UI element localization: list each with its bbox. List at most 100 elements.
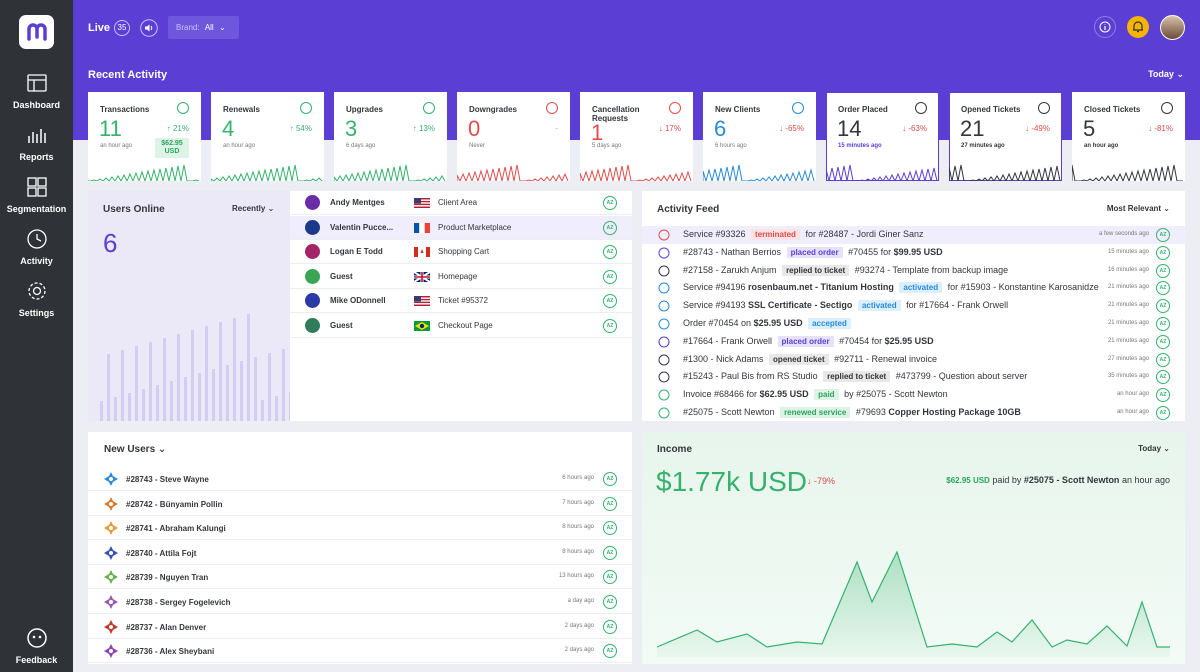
stat-card-cancellation-requests[interactable]: Cancellation Requests 1 ↓ 17% 5 days ago [580,92,693,181]
activity-bar [289,392,290,421]
activity-feed-row[interactable]: #28743 - Nathan Berrios placed order #70… [642,244,1185,262]
sidebar-item-reports[interactable]: Reports [0,124,73,163]
income-range-dropdown[interactable]: Today ⌄ [1138,444,1170,453]
new-user-name[interactable]: #28742 - Bünyamin Pollin [126,499,223,509]
assign-icon[interactable]: AZ [603,521,617,536]
sound-icon[interactable] [140,19,158,37]
online-user-row[interactable]: Guest Checkout Page AZ [290,314,632,338]
activity-feed-row[interactable]: #1300 - Nick Adams opened ticket #92711 … [642,351,1185,369]
online-user-row[interactable]: Andy Mentges Client Area AZ [290,191,632,215]
sidebar-item-activity[interactable]: Activity [0,228,73,267]
activity-feed-row[interactable]: Service #93326 terminated for #28487 - J… [642,226,1185,244]
new-user-row[interactable]: #28737 - Alan Denver 2 days ago AZ [88,615,632,639]
assign-icon[interactable]: AZ [603,496,617,511]
assign-icon[interactable]: AZ [603,294,617,309]
online-user-row[interactable]: Mike ODonnell Ticket #95372 AZ [290,289,632,314]
assign-icon[interactable]: AZ [1156,388,1170,403]
stat-card-transactions[interactable]: Transactions 11 ↑ 21% an hour ago $62.95 USD [88,92,201,181]
new-user-name[interactable]: #28739 - Nguyen Tran [126,573,209,583]
stat-card-renewals[interactable]: Renewals 4 ↑ 54% an hour ago [211,92,324,181]
avatar[interactable] [1160,15,1185,40]
online-user-name[interactable]: Andy Mentges [330,198,385,207]
assign-icon[interactable]: AZ [603,220,617,235]
recent-activity-range-dropdown[interactable]: Today ⌄ [1148,69,1184,80]
stat-card-closed-tickets[interactable]: Closed Tickets 5 ↓ -81% an hour ago [1072,92,1185,181]
stat-card-upgrades[interactable]: Upgrades 3 ↑ 13% 6 days ago [334,92,447,181]
sidebar-item-settings[interactable]: Settings [0,280,73,319]
feedback-button[interactable]: Feedback [0,627,73,666]
activity-feed-row[interactable]: #17664 - Frank Orwell placed order #7045… [642,333,1185,351]
assign-icon[interactable]: AZ [1156,370,1170,385]
assign-icon[interactable]: AZ [603,319,617,333]
activity-feed-row[interactable]: #25075 - Scott Newton renewed service #7… [642,404,1185,421]
new-user-name[interactable]: #28740 - Attila Fojt [126,548,197,558]
new-user-row[interactable]: #28738 - Sergey Fogelevich a day ago AZ [88,590,632,614]
assign-icon[interactable]: AZ [603,644,617,659]
activity-feed-row[interactable]: Service #94196 rosenbaum.net - Titanium … [642,279,1185,297]
stat-time: an hour ago [1084,143,1119,149]
assign-icon[interactable]: AZ [1156,263,1170,278]
activity-feed-row[interactable]: Order #70454 on $25.95 USD accepted 21 mi… [642,315,1185,333]
new-user-row[interactable]: #28736 - Alex Sheybani 2 days ago AZ [88,639,632,664]
sidebar-item-segmentation[interactable]: Segmentation [0,176,73,215]
assign-icon[interactable]: AZ [1156,334,1170,349]
online-user-name[interactable]: Guest [330,321,353,330]
new-user-row[interactable]: #28743 - Steve Wayne 6 hours ago AZ [88,467,632,491]
assign-icon[interactable]: AZ [1156,317,1170,331]
stat-change-value: - [555,124,558,133]
new-user-name[interactable]: #28743 - Steve Wayne [126,475,209,484]
new-user-row[interactable]: #28740 - Attila Fojt 8 hours ago AZ [88,541,632,565]
notification-bell-icon[interactable] [1127,16,1149,38]
stat-card-new-clients[interactable]: New Clients 6 ↓ -65% 6 hours ago [703,92,816,181]
new-users-dropdown[interactable]: New Users ⌄ [104,444,166,455]
assign-icon[interactable]: AZ [603,245,617,260]
activity-feed-row[interactable]: #15243 - Paul Bis from RS Studio replied… [642,368,1185,386]
activity-text-part: #1300 - Nick Adams [683,353,767,364]
online-user-name[interactable]: Mike ODonnell [330,296,386,306]
online-user-name[interactable]: Valentin Pucce... [330,222,394,232]
assign-icon[interactable]: AZ [603,570,617,585]
online-user-name[interactable]: Guest [330,271,353,281]
activity-bar [240,361,243,421]
assign-icon[interactable]: AZ [1156,299,1170,314]
app-logo[interactable] [19,15,54,49]
new-user-row[interactable]: #28742 - Bünyamin Pollin 7 hours ago AZ [88,492,632,516]
assign-icon[interactable]: AZ [1156,245,1170,260]
new-user-name[interactable]: #28741 - Abraham Kalungi [126,524,226,534]
assign-icon[interactable]: AZ [1156,281,1170,296]
assign-badge: AZ [1156,352,1170,367]
live-count-badge[interactable]: 35 [114,20,130,36]
stat-card-downgrades[interactable]: Downgrades 0 - Never [457,92,570,181]
online-user-row[interactable]: Logan E Todd Shopping Cart AZ [290,240,632,265]
activity-feed-filter-dropdown[interactable]: Most Relevant ⌄ [1107,204,1170,213]
assign-icon[interactable]: AZ [1156,406,1170,420]
online-user-row[interactable]: Guest Homepage AZ [290,265,632,289]
stat-card-opened-tickets[interactable]: Opened Tickets 21 ↓ -49% 27 minutes ago [949,92,1062,181]
sidebar-item-label: Dashboard [12,100,60,110]
assign-icon[interactable]: AZ [603,472,617,486]
assign-icon[interactable]: AZ [603,545,617,560]
online-user-name[interactable]: Logan E Todd [330,247,383,257]
brand-filter-dropdown[interactable]: Brand: All ⌄ [168,16,239,39]
assign-icon[interactable]: AZ [603,619,617,634]
assign-icon[interactable]: AZ [603,595,617,609]
online-user-row[interactable]: Valentin Pucce... Product Marketplace AZ [290,215,632,240]
sidebar-item-dashboard[interactable]: Dashboard [0,72,73,111]
new-user-row[interactable]: #28741 - Abraham Kalungi 8 hours ago AZ [88,516,632,541]
users-online-filter-dropdown[interactable]: Recently ⌄ [232,204,274,213]
activity-feed-row[interactable]: Invoice #68466 for $62.95 USD paid by #2… [642,386,1185,404]
activity-feed-row[interactable]: #27158 - Zarukh Anjum replied to ticket … [642,262,1185,280]
assign-icon[interactable]: AZ [1156,228,1170,242]
assign-icon[interactable]: AZ [603,196,617,210]
new-user-row[interactable]: #28739 - Nguyen Tran 13 hours ago AZ [88,565,632,590]
activity-feed-row[interactable]: Service #94193 SSL Certificate - Sectigo… [642,297,1185,315]
new-user-name[interactable]: #28737 - Alan Denver [126,622,207,632]
stat-card-order-placed[interactable]: Order Placed 14 ↓ -63% 15 minutes ago [826,92,939,181]
assign-icon[interactable]: AZ [603,269,617,284]
new-user-name[interactable]: #28738 - Sergey Fogelevich [126,598,231,607]
info-icon[interactable] [1094,16,1116,38]
stat-icon [422,101,436,115]
assign-icon[interactable]: AZ [1156,352,1170,367]
last-payment-client[interactable]: #25075 - Scott Newton [1023,475,1120,485]
new-user-name[interactable]: #28736 - Alex Sheybani [126,647,215,657]
